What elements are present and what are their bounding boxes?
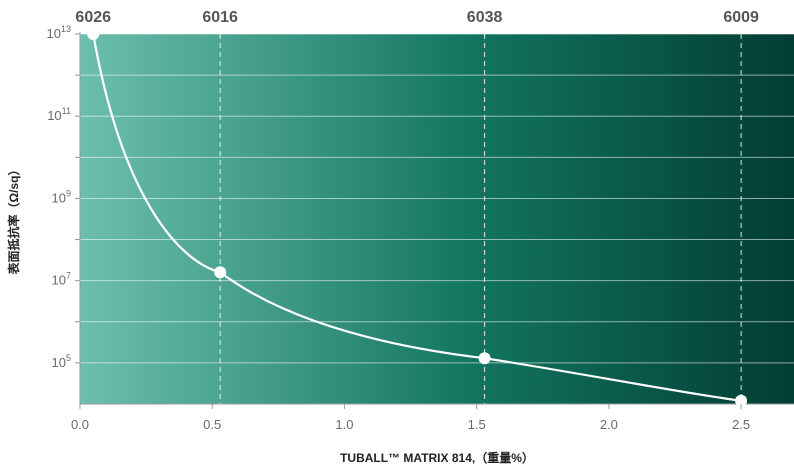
x-axis-title: TUBALL™ MATRIX 814,（重量%）: [340, 450, 534, 465]
axes: [79, 32, 794, 405]
x-axis-ticks: 0.0 0.5 1.0 1.5 2.0 2.5: [71, 404, 750, 432]
gridlines: [80, 33, 794, 364]
data-point: [214, 266, 227, 279]
point-label: 6038: [467, 9, 503, 26]
data-point: [87, 28, 100, 40]
plot-background: [80, 34, 794, 404]
point-label: 6026: [75, 9, 111, 26]
x-tick-label: 2.0: [600, 417, 618, 432]
y-tick-label: 1011: [47, 106, 71, 123]
point-labels: 6026 6016 6038 6009: [75, 9, 759, 26]
data-line: [92, 33, 742, 402]
data-point: [478, 352, 491, 365]
y-axis-ticks: 1013 1011 109 107 105: [47, 24, 80, 370]
x-tick-label: 1.0: [335, 417, 353, 432]
marker-guides: [219, 34, 742, 404]
y-tick-label: 109: [52, 188, 71, 205]
x-tick-label: 0.0: [71, 417, 89, 432]
point-label: 6009: [723, 9, 759, 26]
x-tick-label: 2.5: [732, 417, 750, 432]
point-label: 6016: [202, 9, 238, 26]
x-tick-label: 1.5: [468, 417, 486, 432]
data-points: [87, 28, 748, 407]
data-point: [735, 394, 748, 407]
y-tick-label: 105: [52, 353, 71, 370]
y-axis-title: 表面抵抗率（Ω/sq）: [6, 164, 21, 276]
x-tick-label: 0.5: [203, 417, 221, 432]
y-tick-label: 1013: [47, 24, 71, 41]
y-tick-label: 107: [52, 271, 71, 288]
